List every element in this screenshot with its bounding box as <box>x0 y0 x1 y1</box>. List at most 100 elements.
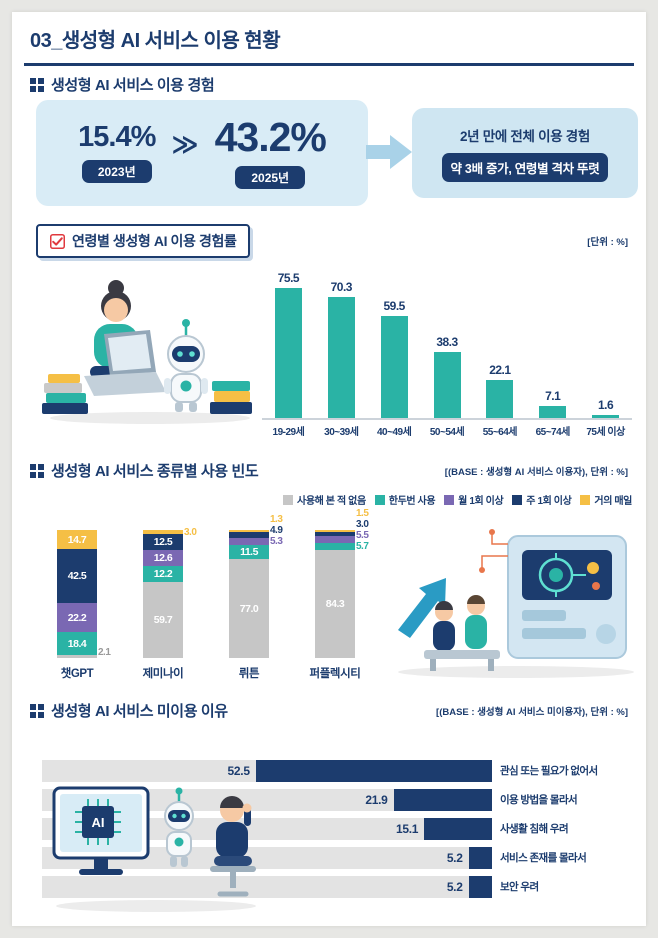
segment-value: 11.5 <box>240 546 258 559</box>
grid-icon <box>30 463 44 478</box>
legend-swatch <box>283 494 294 505</box>
bar-track <box>42 789 492 811</box>
segment-value: 3.0 <box>184 526 197 538</box>
page-header: 03_생성형 AI 서비스 이용 현황 <box>24 20 634 66</box>
legend-swatch <box>580 494 591 505</box>
illustration-woman-laptop-robot <box>42 280 252 424</box>
segment-value: 4.9 <box>270 525 283 537</box>
legend-item: 주 1회 이상 <box>512 492 572 507</box>
legend-label: 월 1회 이상 <box>458 496 504 507</box>
section-experience-title: 생성형 AI 서비스 이용 경험 <box>30 74 215 95</box>
bar-value: 15.1 <box>395 822 419 836</box>
bar-value: 5.2 <box>446 880 463 894</box>
age-bar-value: 1.6 <box>597 398 614 413</box>
section-title-text: 생성형 AI 서비스 종류별 사용 빈도 <box>51 463 259 480</box>
legend-item: 한두번 사용 <box>374 492 436 507</box>
grid-icon <box>30 77 44 92</box>
bar-value: 5.2 <box>446 851 463 865</box>
year-badge-2023: 2023년 <box>81 160 152 183</box>
legend-label: 주 1회 이상 <box>526 496 572 507</box>
age-bar-slot: 7.1 65~74세 <box>526 270 579 438</box>
segment-value: 12.2 <box>153 567 173 580</box>
frequency-legend: 사용해 본 적 없음 한두번 사용 월 1회 이상 주 1회 이상 거의 매일 <box>283 492 632 507</box>
age-bar-slot: 1.6 75세 이상 <box>579 270 632 438</box>
age-bar-category: 19-29세 <box>272 427 305 438</box>
segment-value: 12.5 <box>153 535 173 548</box>
stack-segment <box>143 530 183 534</box>
age-bar-slot: 75.5 19-29세 <box>262 270 315 438</box>
stack-segment <box>315 530 355 532</box>
stack-segment <box>315 542 355 551</box>
double-chevron-icon: ≫ <box>171 128 199 159</box>
stack-segment <box>57 655 97 658</box>
legend-item: 거의 매일 <box>580 492 632 507</box>
age-bar-category: 75세 이상 <box>586 427 625 438</box>
experience-callout: 2년 만에 전체 이용 경험 약 3배 증가, 연령별 격차 뚜렷 <box>412 108 638 198</box>
bar-category: 관심 또는 필요가 없어서 <box>500 765 598 777</box>
bar-fill <box>468 876 492 898</box>
age-unit-note: [단위 : %] <box>587 237 628 248</box>
legend-label: 사용해 본 적 없음 <box>297 496 366 507</box>
segment-value: 5.5 <box>356 530 369 542</box>
nonuse-row: 5.2 서비스 존재를 몰라서 <box>42 847 630 869</box>
segment-value: 5.3 <box>270 536 283 548</box>
bar-track <box>42 847 492 869</box>
bar-fill <box>255 760 493 782</box>
age-bar-value: 38.3 <box>436 335 458 350</box>
segment-value: 18.4 <box>67 637 87 650</box>
age-bar-slot: 59.5 40~49세 <box>368 270 421 438</box>
legend-swatch <box>374 494 385 505</box>
section-frequency-title: 생성형 AI 서비스 종류별 사용 빈도 <box>30 460 259 481</box>
stack-segment <box>315 532 355 536</box>
segment-value: 84.3 <box>325 598 345 611</box>
age-bar-value: 22.1 <box>489 363 511 377</box>
stack-segment <box>229 537 269 545</box>
nonuse-row: 52.5 관심 또는 필요가 없어서 <box>42 760 630 782</box>
segment-value: 1.3 <box>270 514 283 526</box>
nonuse-bar-chart: 52.5 관심 또는 필요가 없어서 21.9 이용 방법을 몰라서 15.1 사생활 침… <box>42 760 630 905</box>
age-bar-category: 50~54세 <box>429 427 465 438</box>
page-title: 03_생성형 AI 서비스 이용 현황 <box>30 30 281 52</box>
nonuse-row: 15.1 사생활 침해 우려 <box>42 818 630 840</box>
bar-value: 52.5 <box>227 764 250 778</box>
section-title-text: 생성형 AI 서비스 미이용 이유 <box>51 703 228 720</box>
legend-label: 거의 매일 <box>594 496 632 507</box>
age-bar-category: 55~64세 <box>482 427 518 438</box>
segment-value: 1.5 <box>356 508 369 520</box>
age-bar <box>539 405 567 418</box>
bar-category: 사생활 침해 우려 <box>500 823 569 835</box>
infographic-card: 03_생성형 AI 서비스 이용 현황 생성형 AI 서비스 이용 경험 15.… <box>12 12 646 926</box>
age-bar-slot: 22.1 55~64세 <box>473 270 526 438</box>
age-bar-value: 75.5 <box>277 271 300 286</box>
age-bar-category: 65~74세 <box>535 427 571 438</box>
stack-segment: 77.0 <box>229 559 269 658</box>
experience-stat-panel: 15.4% 2023년 ≫ 43.2% 2025년 <box>36 100 368 206</box>
illustration-ai-machine-people <box>398 529 634 678</box>
stat-2023: 15.4% 2023년 <box>78 123 156 183</box>
section-title-text: 생성형 AI 서비스 이용 경험 <box>51 77 215 94</box>
stat-value-2025: 43.2% <box>214 114 327 160</box>
stack-segment: 14.7 <box>57 530 97 549</box>
bar-category: 보안 우려 <box>500 881 539 893</box>
legend-label: 한두번 사용 <box>388 496 436 507</box>
stack-category: 챗GPT <box>60 668 94 680</box>
stack-segment: 84.3 <box>315 550 355 658</box>
frequency-base-note: [(BASE : 생성형 AI 서비스 이용자), 단위 : %] <box>444 467 628 478</box>
stack-segment: 11.5 <box>229 544 269 560</box>
age-bar-value: 59.5 <box>383 298 405 313</box>
age-bar <box>274 288 302 418</box>
stack-segment: 12.5 <box>143 533 183 550</box>
right-arrow-icon <box>366 135 412 169</box>
bar-category: 서비스 존재를 몰라서 <box>500 852 587 864</box>
stack-segment: 12.6 <box>143 549 183 566</box>
legend-item: 사용해 본 적 없음 <box>283 492 366 507</box>
bar-track <box>42 818 492 840</box>
segment-value: 3.0 <box>356 519 369 531</box>
illustration-nonuser-thinking: AI <box>52 786 256 912</box>
stack-segment: 12.2 <box>143 566 183 582</box>
age-bar <box>486 380 514 418</box>
bar-fill <box>424 818 493 840</box>
age-bar <box>380 315 408 418</box>
legend-swatch <box>444 494 455 505</box>
